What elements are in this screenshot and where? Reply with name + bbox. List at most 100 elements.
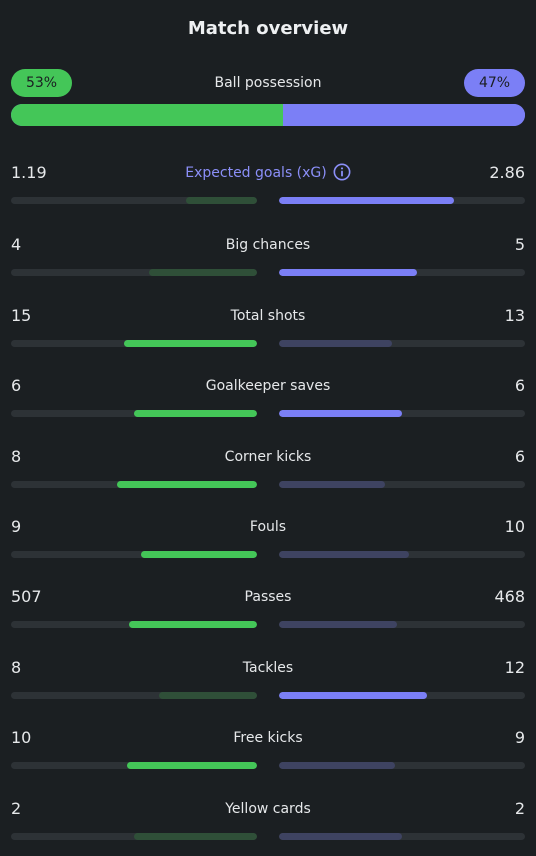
away-value: 468 bbox=[494, 587, 525, 606]
home-value: 10 bbox=[11, 728, 32, 747]
stat-label-text: Yellow cards bbox=[225, 801, 311, 817]
home-stat-bar-fill bbox=[124, 340, 257, 347]
home-stat-bar-fill bbox=[185, 197, 257, 204]
away-value: 2 bbox=[514, 799, 525, 818]
stat-row-corner-kicks: Corner kicks 8 6 bbox=[11, 446, 525, 488]
page-title: Match overview bbox=[187, 18, 349, 39]
away-stat-bar bbox=[279, 762, 525, 769]
home-stat-bar-fill bbox=[148, 269, 257, 276]
stat-label-text: Total shots bbox=[230, 308, 306, 324]
away-stat-bar bbox=[279, 410, 525, 417]
home-stat-bar-fill bbox=[126, 762, 257, 769]
home-stat-bar-fill bbox=[116, 481, 257, 488]
stat-row-tackles: Tackles 8 12 bbox=[11, 657, 525, 699]
away-value: 2.86 bbox=[489, 163, 525, 182]
home-value: 8 bbox=[11, 447, 22, 466]
home-stat-bar-fill bbox=[158, 692, 257, 699]
away-stat-bar-fill bbox=[279, 269, 417, 276]
info-icon[interactable] bbox=[333, 163, 351, 181]
stat-label-text: Goalkeeper saves bbox=[205, 378, 331, 394]
away-value: 9 bbox=[514, 728, 525, 747]
home-value: 2 bbox=[11, 799, 22, 818]
away-stat-bar bbox=[279, 551, 525, 558]
home-stat-bar-fill bbox=[141, 551, 257, 558]
away-stat-bar bbox=[279, 340, 525, 347]
stat-label: Yellow cards bbox=[11, 798, 525, 820]
away-stat-bar-fill bbox=[279, 340, 393, 347]
stat-label-text: Free kicks bbox=[233, 730, 303, 746]
stat-row-free-kicks: Free kicks 10 9 bbox=[11, 727, 525, 769]
stat-label-text: Big chances bbox=[225, 237, 311, 253]
home-value: 9 bbox=[11, 517, 22, 536]
away-stat-bar-fill bbox=[279, 410, 402, 417]
home-value: 4 bbox=[11, 235, 22, 254]
away-stat-bar-fill bbox=[279, 197, 454, 204]
away-value: 5 bbox=[514, 235, 525, 254]
stat-label[interactable]: Expected goals (xG) bbox=[11, 162, 525, 184]
stat-label-text: Expected goals (xG) bbox=[185, 165, 327, 181]
away-stat-bar-fill bbox=[279, 833, 402, 840]
away-value: 13 bbox=[504, 306, 525, 325]
away-value: 6 bbox=[514, 447, 525, 466]
away-value: 12 bbox=[504, 658, 525, 677]
away-stat-bar bbox=[279, 481, 525, 488]
stat-label: Total shots bbox=[11, 305, 525, 327]
away-stat-bar bbox=[279, 833, 525, 840]
away-stat-bar-fill bbox=[279, 692, 427, 699]
stat-label-text: Corner kicks bbox=[224, 449, 312, 465]
away-possession-badge: 47% bbox=[464, 69, 525, 97]
home-stat-bar bbox=[11, 833, 257, 840]
stat-label: Free kicks bbox=[11, 727, 525, 749]
possession-bar bbox=[11, 104, 525, 126]
stat-row-yellow-cards: Yellow cards 2 2 bbox=[11, 798, 525, 840]
away-stat-bar-fill bbox=[279, 481, 385, 488]
home-stat-bar bbox=[11, 481, 257, 488]
home-stat-bar bbox=[11, 762, 257, 769]
away-stat-bar bbox=[279, 269, 525, 276]
home-stat-bar bbox=[11, 269, 257, 276]
home-value: 6 bbox=[11, 376, 22, 395]
away-stat-bar bbox=[279, 197, 525, 204]
possession-bar-home bbox=[11, 104, 284, 126]
home-value: 15 bbox=[11, 306, 32, 325]
home-value: 507 bbox=[11, 587, 42, 606]
home-stat-bar bbox=[11, 692, 257, 699]
home-stat-bar bbox=[11, 197, 257, 204]
possession-label: Ball possession bbox=[214, 75, 322, 91]
home-stat-bar bbox=[11, 410, 257, 417]
stat-row-xg: Expected goals (xG) 1.19 2.86 bbox=[11, 162, 525, 204]
stat-label: Passes bbox=[11, 586, 525, 608]
stat-label-text: Passes bbox=[244, 589, 292, 605]
home-stat-bar-fill bbox=[134, 410, 257, 417]
stat-row-fouls: Fouls 9 10 bbox=[11, 516, 525, 558]
stat-row-passes: Passes 507 468 bbox=[11, 586, 525, 628]
away-stat-bar-fill bbox=[279, 551, 410, 558]
away-value: 6 bbox=[514, 376, 525, 395]
away-value: 10 bbox=[504, 517, 525, 536]
possession-bar-away bbox=[283, 104, 525, 126]
away-stat-bar-fill bbox=[279, 762, 395, 769]
stat-label-text: Fouls bbox=[249, 519, 287, 535]
home-stat-bar-fill bbox=[134, 833, 257, 840]
home-value: 1.19 bbox=[11, 163, 47, 182]
stat-row-big-chances: Big chances 4 5 bbox=[11, 234, 525, 276]
home-stat-bar bbox=[11, 551, 257, 558]
away-stat-bar-fill bbox=[279, 621, 398, 628]
home-value: 8 bbox=[11, 658, 22, 677]
possession-header: Ball possession 53% 47% bbox=[11, 69, 525, 97]
stat-label: Corner kicks bbox=[11, 446, 525, 468]
stat-label: Tackles bbox=[11, 657, 525, 679]
away-stat-bar bbox=[279, 621, 525, 628]
stat-label: Goalkeeper saves bbox=[11, 375, 525, 397]
stat-label: Fouls bbox=[11, 516, 525, 538]
stat-label: Big chances bbox=[11, 234, 525, 256]
home-possession-badge: 53% bbox=[11, 69, 72, 97]
away-stat-bar bbox=[279, 692, 525, 699]
home-stat-bar bbox=[11, 621, 257, 628]
stat-label-text: Tackles bbox=[242, 660, 294, 676]
stat-row-total-shots: Total shots 15 13 bbox=[11, 305, 525, 347]
home-stat-bar bbox=[11, 340, 257, 347]
home-stat-bar-fill bbox=[129, 621, 257, 628]
stat-row-goalkeeper-saves: Goalkeeper saves 6 6 bbox=[11, 375, 525, 417]
